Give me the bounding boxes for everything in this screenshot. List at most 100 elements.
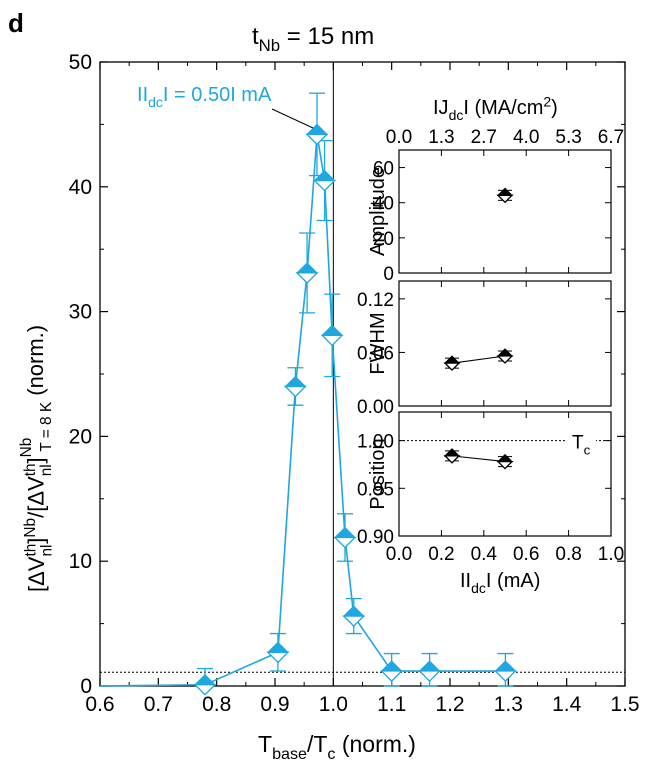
x-tick-label: 1.1 [377,693,406,716]
inset-tc-label-bg [566,429,596,456]
data-point-bottom [320,334,344,347]
data-point-top [295,262,319,274]
y-axis-label-part: nl [38,545,55,557]
x-tick-label: 0.9 [260,693,289,716]
data-point [305,123,329,146]
inset-y-tick-label: 0.06 [357,343,394,364]
data-point-top [193,674,217,686]
x-tick-label: 1.0 [319,693,348,716]
inset-y-tick-label: 0.12 [357,290,394,311]
x-axis-label-part: /T [307,731,327,757]
inset-y-tick-label: 0.95 [357,479,394,500]
inset-top-axis-label-part: IJ [433,97,449,119]
data-point [295,262,319,284]
data-point-bottom [313,179,337,192]
inset-x-tick-label: 0.4 [471,544,498,565]
series-legend-label-part: dc [148,94,163,110]
inset-y-tick-label: 1.00 [357,432,394,453]
inset-top-axis-label-part: I (MA/cm [463,97,543,119]
chart-title-part: = 15 nm [280,23,374,50]
chart-title-part: t [252,23,259,50]
inset-tc-label: Tc [572,433,591,458]
data-point-bottom [305,133,329,146]
x-axis-label-part: T [258,731,272,757]
data-point-top [418,660,441,672]
inset-x-tick-label: 0.2 [428,544,454,565]
data-point-top [305,123,329,135]
x-tick-label: 0.6 [85,693,114,716]
y-axis-label-part: nl [38,464,55,476]
series-legend-label-part: I [137,84,143,106]
inset-frame [398,280,612,407]
inset-y-axis-label: FWHM [367,312,389,374]
inset-series-line [451,355,506,364]
y-tick-label: 20 [69,425,92,448]
inset-top-axis-label-part: ) [551,97,558,119]
inset-top-tick-label: 1.3 [428,127,454,148]
x-axis-label-part: base [272,745,307,763]
inset-x-axis-label-part: I (mA) [486,570,540,592]
y-axis-label-part: (norm.) [23,325,48,402]
inset-x-tick-label: 0.6 [513,544,539,565]
data-point-bottom [295,272,319,284]
data-point [313,169,337,192]
legend-pointer-line [271,108,314,129]
data-point-top [266,641,290,653]
data-point-top [320,324,344,336]
inset-top-tick-label: 5.3 [555,127,581,148]
data-point-top [494,660,517,672]
y-axis-label-part: [ΔV [24,556,49,592]
inset-data-point [496,453,514,470]
inset-top-axis-label-part: dc [449,107,464,123]
inset-y-tick-label: 0.90 [357,527,394,548]
chart-title-part: Nb [259,36,280,55]
data-point [320,324,344,347]
series-legend-label-part: I [143,84,149,106]
x-tick-label: 1.3 [494,693,523,716]
x-tick-label: 0.7 [144,693,173,716]
inset-x-tick-label: 0.8 [555,544,581,565]
data-point [283,375,307,398]
inset-x-tick-label: 0.0 [386,544,412,565]
inset-y-tick-label: 0 [383,264,394,285]
inset-y-tick-label: 60 [373,159,394,180]
x-tick-label: 1.2 [435,693,464,716]
data-point-bottom [380,670,404,682]
data-point-bottom [418,670,442,682]
data-point [193,674,217,696]
y-axis-label: [ΔVnlth]Nb/[ΔVnlth]Nb T = 8 K (norm.) [18,325,56,592]
inset-frame [398,149,612,274]
inset-top-tick-label: 0.0 [386,127,412,148]
inset-y-tick-label: 40 [373,194,394,215]
data-point [333,526,357,549]
inset-data-point-bottom [443,455,461,464]
data-point-bottom [333,536,357,549]
inset-tc-label-part: T [572,433,584,454]
data-point [342,605,366,628]
inset-x-axis-label-part: II [460,570,471,592]
inset-data-point-bottom [496,460,514,470]
data-point [418,660,442,682]
series-legend-label-part: I = 0.50I mA [163,84,272,106]
x-tick-label: 1.5 [610,693,639,716]
data-point-bottom [266,651,290,664]
inset-x-axis-label-part: dc [471,580,486,596]
y-tick-label: 10 [69,550,92,573]
y-axis-label-part: ] [23,457,48,463]
y-axis-label-part: /[ΔV [23,476,48,518]
y-tick-label: 30 [69,301,92,324]
inset-y-tick-label: 0.00 [357,397,394,418]
inset-tc-label-part: c [584,442,591,457]
inset-top-tick-label: 2.7 [471,127,497,148]
y-axis-label-part: Nb [18,438,35,458]
y-axis-label-part: T = 8 K [38,401,55,451]
y-axis-label-part: th [22,544,39,557]
inset-top-tick-label: 6.7 [598,127,624,148]
data-point-top [284,375,307,387]
data-point [380,660,404,682]
x-tick-label: 0.8 [202,693,231,716]
inset-data-point-bottom [496,355,514,364]
data-point-top [342,605,365,617]
y-tick-label: 50 [69,51,92,74]
